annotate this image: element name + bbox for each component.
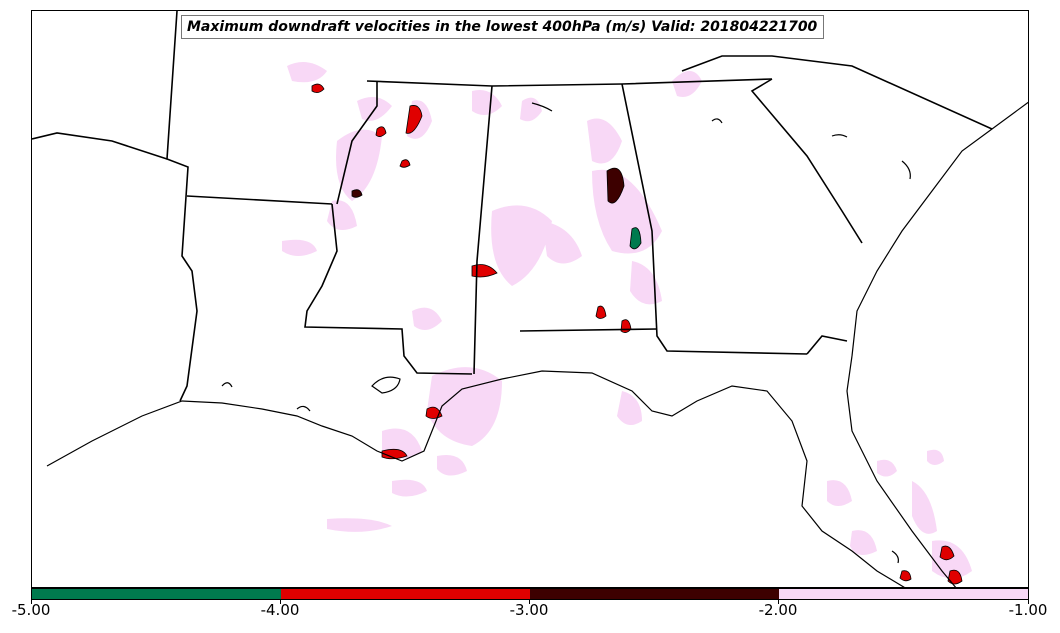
map-panel (31, 10, 1029, 588)
colorbar-tick (280, 600, 281, 604)
colorbar-label: -3.00 (509, 601, 549, 619)
colorbar (31, 588, 1029, 600)
map-canvas (32, 11, 1028, 587)
colorbar-label: -4.00 (260, 601, 300, 619)
colorbar-label: -5.00 (11, 601, 51, 619)
downdraft-field-light (282, 62, 972, 579)
map-title: Maximum downdraft velocities in the lowe… (181, 15, 825, 39)
colorbar-segment-4 (779, 589, 1028, 599)
state-boundaries (32, 11, 993, 402)
colorbar-segment-3 (530, 589, 779, 599)
colorbar-tick (1028, 600, 1029, 604)
coastline (46, 101, 1028, 587)
colorbar-segment-1 (32, 589, 281, 599)
colorbar-label: -1.00 (1008, 601, 1048, 619)
colorbar-tick (529, 600, 530, 604)
colorbar-segment-2 (281, 589, 530, 599)
colorbar-label: -2.00 (758, 601, 798, 619)
colorbar-tick (778, 600, 779, 604)
colorbar-tick (31, 600, 32, 604)
downdraft-field-strong (311, 83, 963, 585)
